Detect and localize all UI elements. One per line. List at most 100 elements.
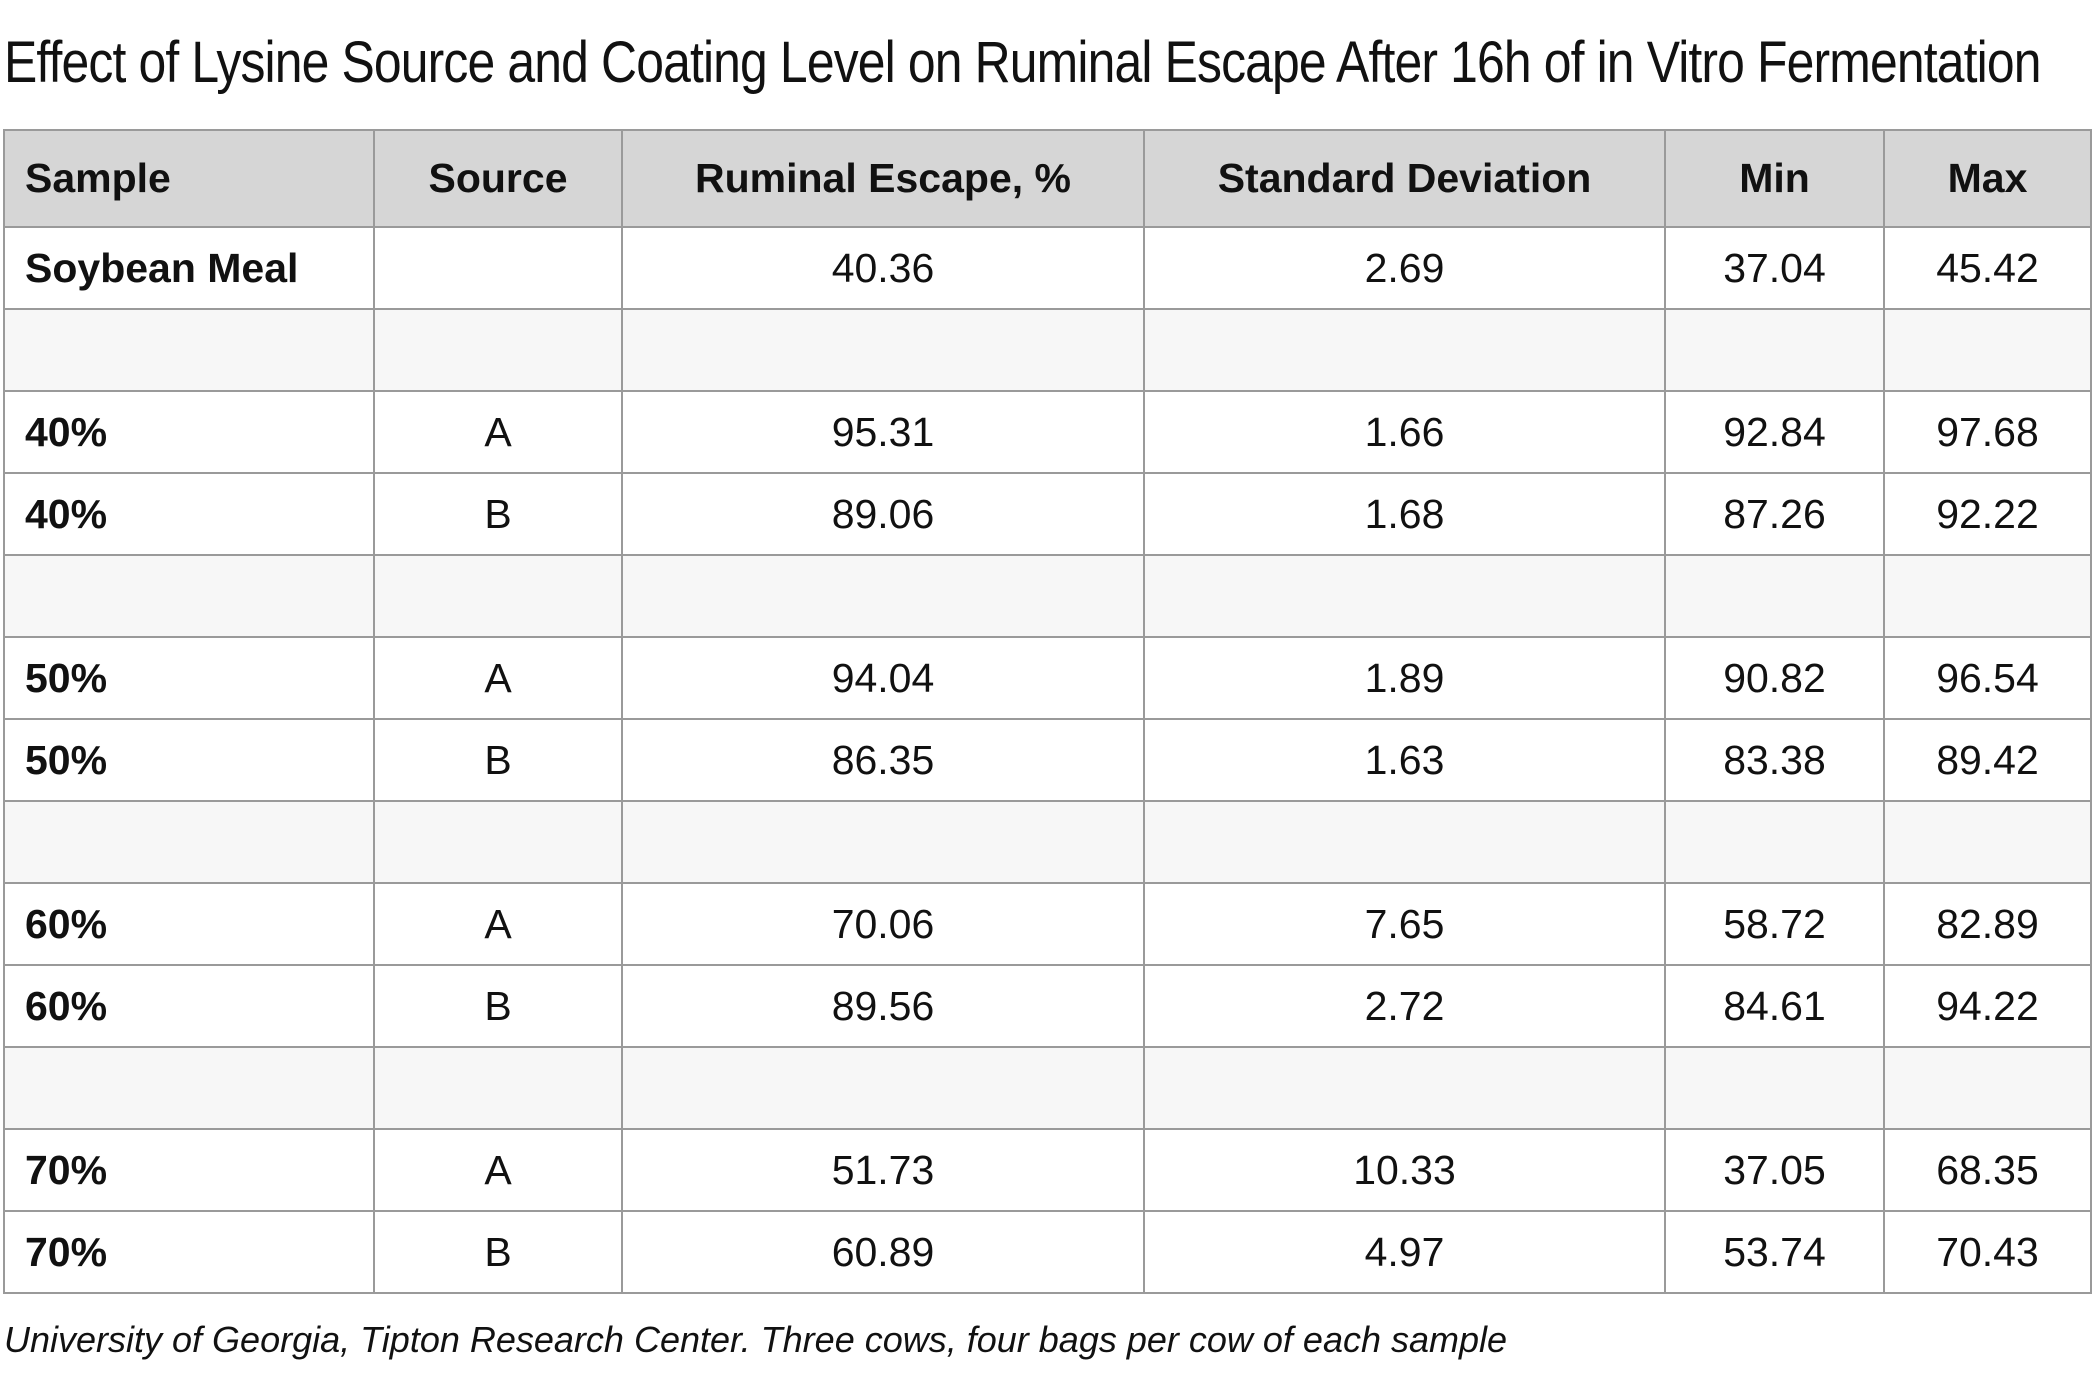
column-header-ruminal-escape: Ruminal Escape, % — [621, 129, 1145, 228]
escape-cell — [621, 308, 1145, 392]
source-cell: B — [373, 1210, 623, 1294]
max-cell — [1883, 800, 2092, 884]
min-cell — [1664, 308, 1885, 392]
sd-cell: 1.68 — [1143, 472, 1666, 556]
sample-cell: Soybean Meal — [3, 226, 375, 310]
sample-cell: 60% — [3, 964, 375, 1048]
max-cell: 92.22 — [1883, 472, 2092, 556]
column-header-min: Min — [1664, 129, 1885, 228]
sample-cell — [3, 554, 375, 638]
spacer-row — [3, 1046, 2092, 1130]
min-cell: 58.72 — [1664, 882, 1885, 966]
escape-cell: 40.36 — [621, 226, 1145, 310]
max-cell: 70.43 — [1883, 1210, 2092, 1294]
source-cell: B — [373, 718, 623, 802]
escape-cell — [621, 1046, 1145, 1130]
escape-cell — [621, 554, 1145, 638]
escape-cell: 89.06 — [621, 472, 1145, 556]
sample-cell: 40% — [3, 472, 375, 556]
min-cell: 87.26 — [1664, 472, 1885, 556]
sample-cell — [3, 1046, 375, 1130]
min-cell — [1664, 554, 1885, 638]
sample-cell: 70% — [3, 1128, 375, 1212]
max-cell — [1883, 1046, 2092, 1130]
sample-cell — [3, 800, 375, 884]
escape-cell: 70.06 — [621, 882, 1145, 966]
spacer-row — [3, 800, 2092, 884]
source-cell: B — [373, 472, 623, 556]
sd-cell: 1.89 — [1143, 636, 1666, 720]
source-cell — [373, 308, 623, 392]
source-cell — [373, 800, 623, 884]
source-cell — [373, 554, 623, 638]
table-row: 50% A 94.04 1.89 90.82 96.54 — [3, 636, 2092, 720]
min-cell: 92.84 — [1664, 390, 1885, 474]
max-cell: 89.42 — [1883, 718, 2092, 802]
min-cell: 83.38 — [1664, 718, 1885, 802]
source-cell — [373, 1046, 623, 1130]
header-row: Sample Source Ruminal Escape, % Standard… — [3, 129, 2092, 228]
source-cell: A — [373, 1128, 623, 1212]
max-cell: 94.22 — [1883, 964, 2092, 1048]
sample-cell: 40% — [3, 390, 375, 474]
table-row: 40% A 95.31 1.66 92.84 97.68 — [3, 390, 2092, 474]
source-cell: B — [373, 964, 623, 1048]
min-cell — [1664, 800, 1885, 884]
table-row: 70% B 60.89 4.97 53.74 70.43 — [3, 1210, 2092, 1294]
max-cell — [1883, 308, 2092, 392]
escape-cell: 94.04 — [621, 636, 1145, 720]
table-row: 60% B 89.56 2.72 84.61 94.22 — [3, 964, 2092, 1048]
escape-cell: 95.31 — [621, 390, 1145, 474]
source-cell: A — [373, 882, 623, 966]
min-cell: 37.04 — [1664, 226, 1885, 310]
sample-cell: 60% — [3, 882, 375, 966]
sample-cell: 50% — [3, 718, 375, 802]
source-cell — [373, 226, 623, 310]
min-cell: 90.82 — [1664, 636, 1885, 720]
table-row: 70% A 51.73 10.33 37.05 68.35 — [3, 1128, 2092, 1212]
sample-cell: 50% — [3, 636, 375, 720]
sd-cell — [1143, 800, 1666, 884]
min-cell: 84.61 — [1664, 964, 1885, 1048]
min-cell: 53.74 — [1664, 1210, 1885, 1294]
table-row: 60% A 70.06 7.65 58.72 82.89 — [3, 882, 2092, 966]
source-footnote: University of Georgia, Tipton Research C… — [4, 1319, 1508, 1360]
sd-cell: 10.33 — [1143, 1128, 1666, 1212]
escape-cell: 51.73 — [621, 1128, 1145, 1212]
table-row: 50% B 86.35 1.63 83.38 89.42 — [3, 718, 2092, 802]
sample-cell — [3, 308, 375, 392]
column-header-source: Source — [373, 129, 623, 228]
max-cell: 68.35 — [1883, 1128, 2092, 1212]
source-cell: A — [373, 636, 623, 720]
escape-cell — [621, 800, 1145, 884]
sample-cell: 70% — [3, 1210, 375, 1294]
source-cell: A — [373, 390, 623, 474]
max-cell: 96.54 — [1883, 636, 2092, 720]
max-cell: 97.68 — [1883, 390, 2092, 474]
spacer-row — [3, 554, 2092, 638]
sd-cell: 2.69 — [1143, 226, 1666, 310]
max-cell: 45.42 — [1883, 226, 2092, 310]
sd-cell: 7.65 — [1143, 882, 1666, 966]
min-cell — [1664, 1046, 1885, 1130]
escape-cell: 60.89 — [621, 1210, 1145, 1294]
sd-cell — [1143, 554, 1666, 638]
table-row: Soybean Meal 40.36 2.69 37.04 45.42 — [3, 226, 2092, 310]
sd-cell — [1143, 308, 1666, 392]
min-cell: 37.05 — [1664, 1128, 1885, 1212]
results-table: Sample Source Ruminal Escape, % Standard… — [3, 129, 2092, 1294]
sd-cell: 4.97 — [1143, 1210, 1666, 1294]
column-header-max: Max — [1883, 129, 2092, 228]
escape-cell: 89.56 — [621, 964, 1145, 1048]
escape-cell: 86.35 — [621, 718, 1145, 802]
max-cell: 82.89 — [1883, 882, 2092, 966]
column-header-sample: Sample — [3, 129, 375, 228]
sd-cell: 1.66 — [1143, 390, 1666, 474]
spacer-row — [3, 308, 2092, 392]
column-header-standard-deviation: Standard Deviation — [1143, 129, 1666, 228]
table-title: Effect of Lysine Source and Coating Leve… — [4, 30, 2041, 95]
sd-cell: 1.63 — [1143, 718, 1666, 802]
max-cell — [1883, 554, 2092, 638]
sd-cell — [1143, 1046, 1666, 1130]
table-row: 40% B 89.06 1.68 87.26 92.22 — [3, 472, 2092, 556]
